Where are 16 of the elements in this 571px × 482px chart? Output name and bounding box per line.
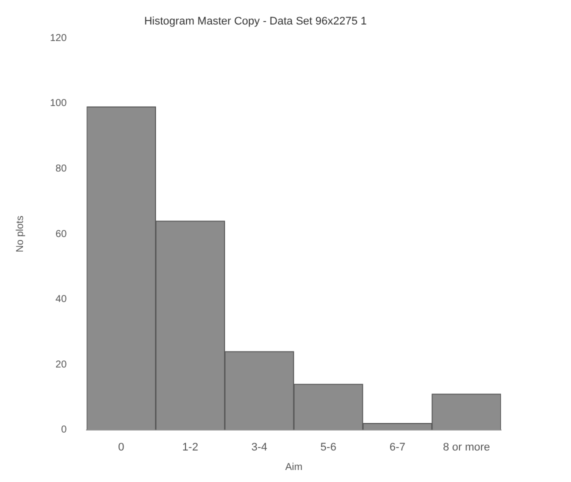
y-tick-label: 100 xyxy=(50,98,68,110)
y-tick-label: 120 xyxy=(50,32,68,44)
y-tick-label: 80 xyxy=(56,163,68,174)
y-tick-label: 40 xyxy=(56,294,68,306)
x-tick-label: 6-7 xyxy=(389,441,406,454)
x-tick-label: 3-4 xyxy=(251,441,268,454)
y-axis-title: No plots xyxy=(14,216,26,252)
x-tick-label: 5-6 xyxy=(320,441,336,454)
x-tick-label: 8 or more xyxy=(442,441,490,454)
x-tick-label: 0 xyxy=(118,441,124,454)
y-tick-label: 0 xyxy=(61,424,68,436)
chart-title: Histogram Master Copy - Data Set 96x2275 1 xyxy=(144,16,367,28)
x-tick-label: 1-2 xyxy=(182,441,198,454)
y-tick-label: 20 xyxy=(56,359,68,370)
y-tick-label: 60 xyxy=(56,228,68,240)
x-axis-title: Aim xyxy=(285,462,302,473)
